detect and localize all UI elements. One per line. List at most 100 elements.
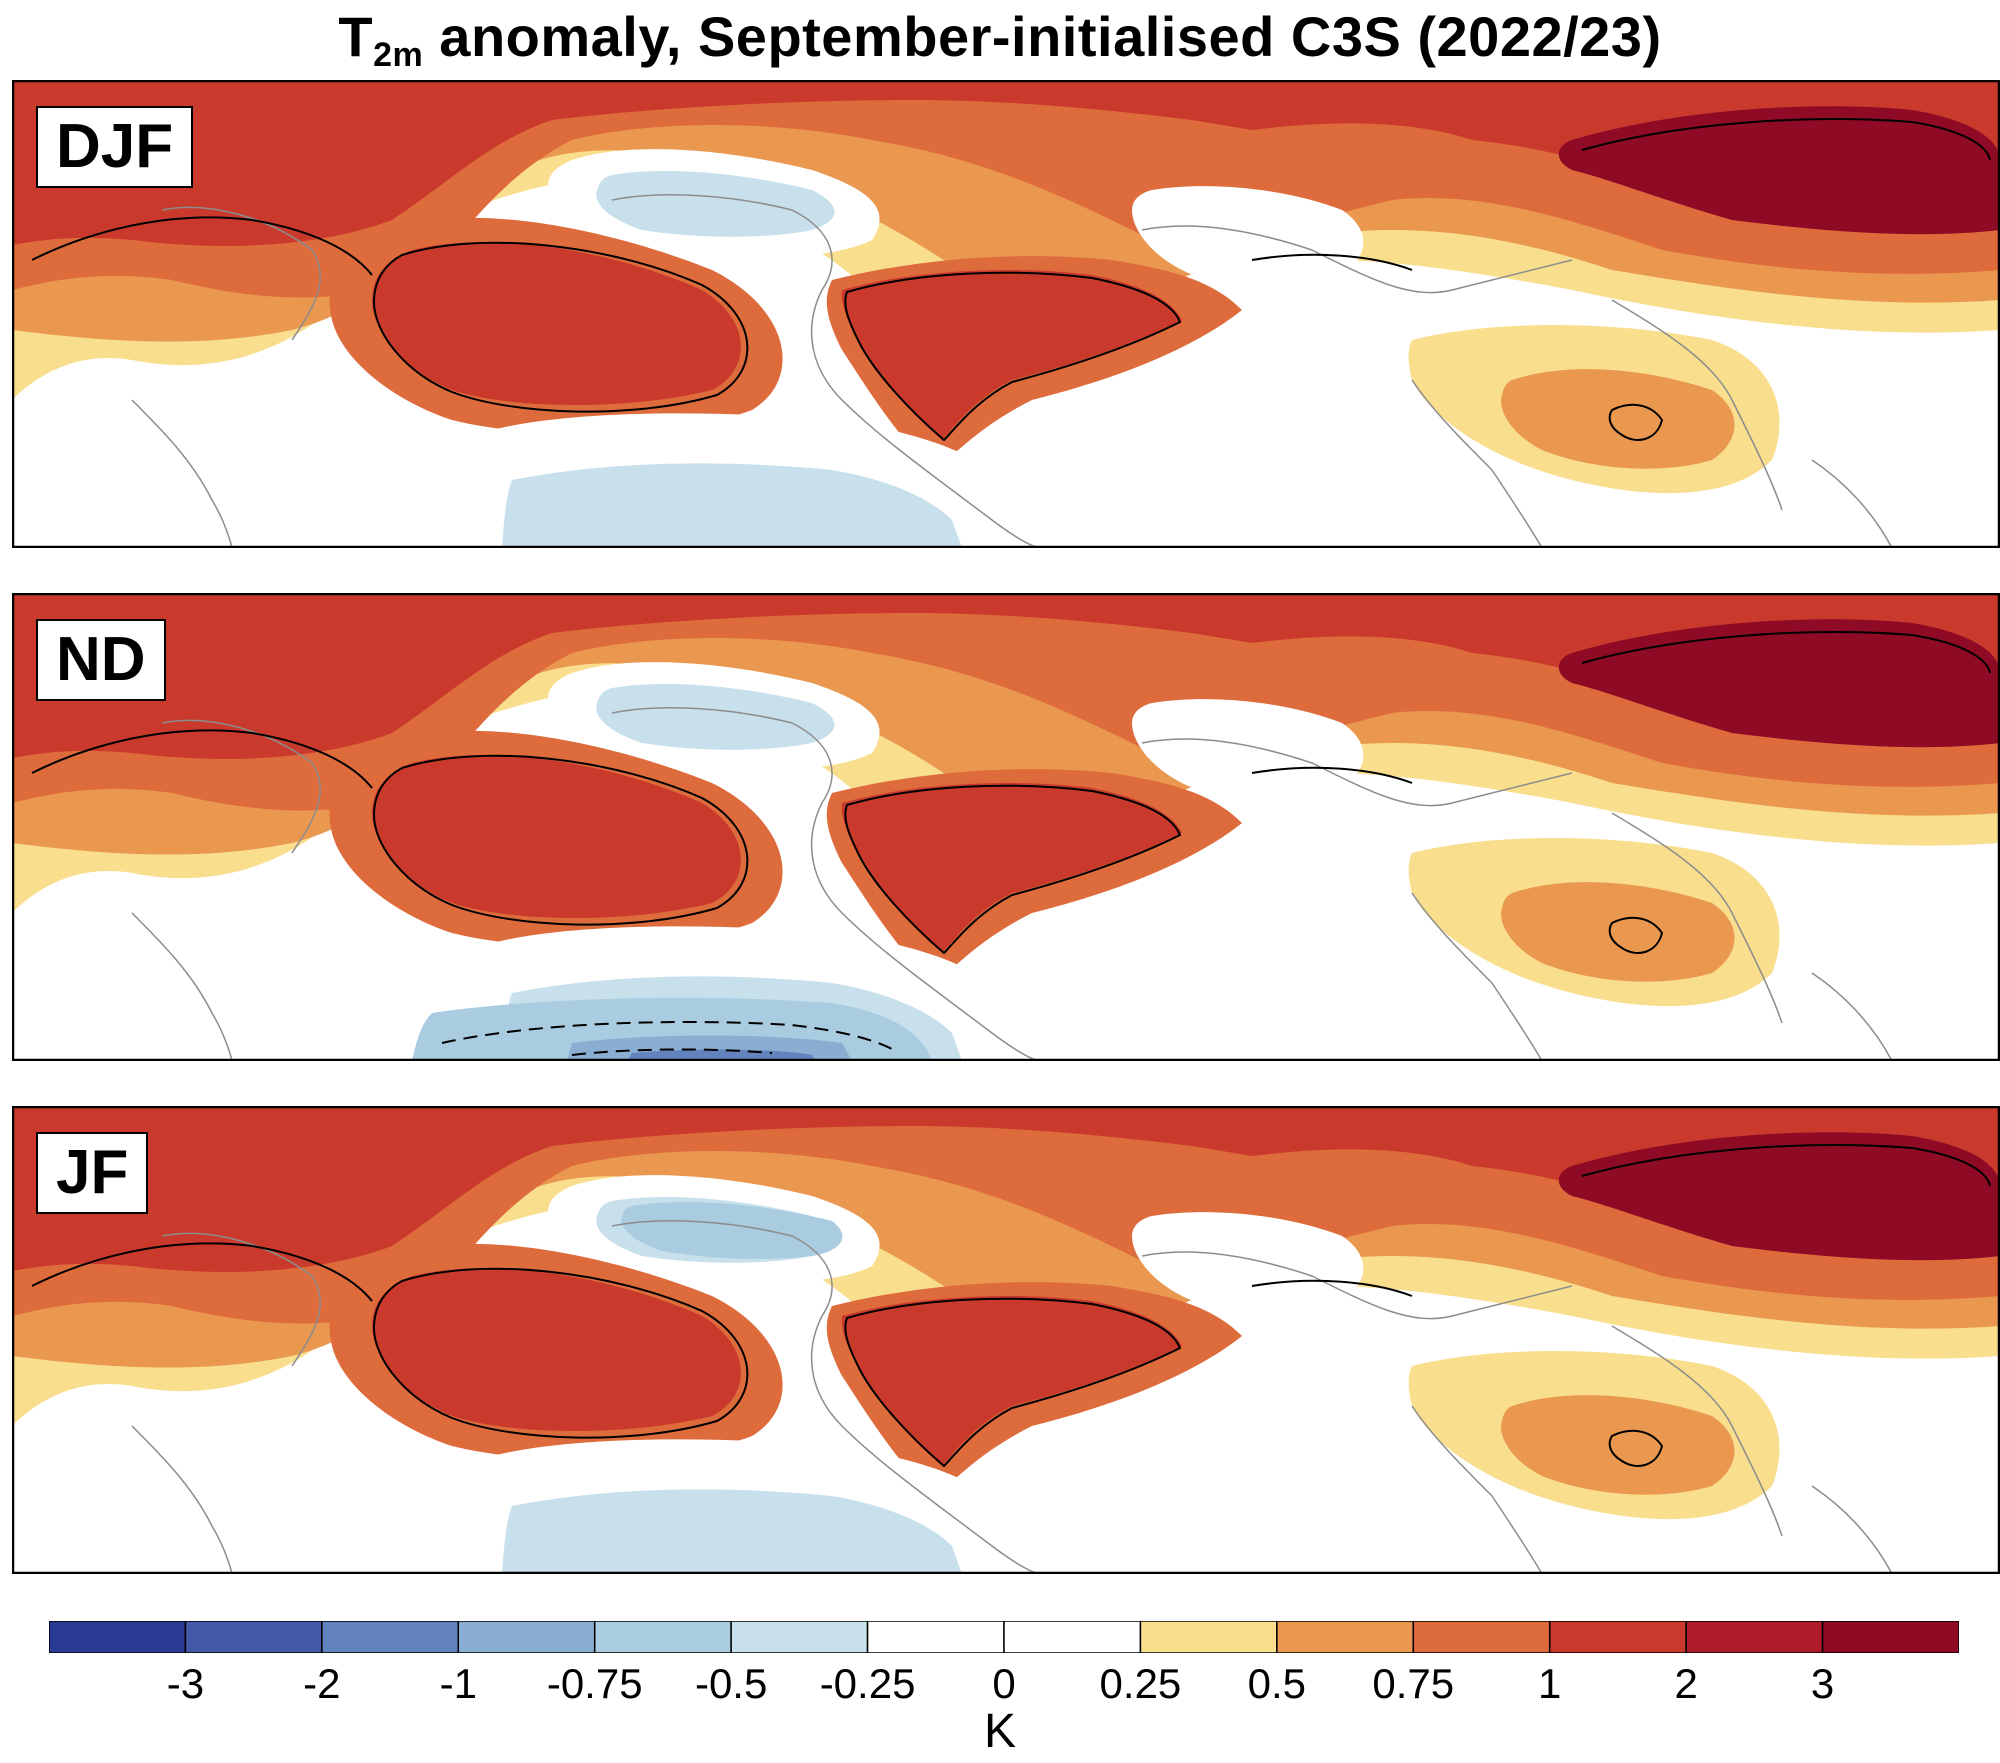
- colorbar-tick-label: -0.75: [546, 1660, 643, 1707]
- pacific-hot-region: [372, 242, 741, 405]
- map-layer: [12, 593, 2000, 1061]
- colorbar-tick-label: 0: [992, 1660, 1016, 1707]
- contour-line: [844, 1297, 1182, 1468]
- anomaly-map-djf: [12, 80, 2000, 548]
- coastline: [161, 719, 321, 854]
- cool-region: [502, 463, 962, 548]
- contour-line: [31, 729, 373, 789]
- coastline: [131, 912, 233, 1061]
- cold-region: [621, 1201, 843, 1259]
- colorbar-swatch: [730, 1621, 869, 1653]
- anomaly-map-jf: [12, 1106, 2000, 1574]
- cool-region: [502, 1489, 962, 1574]
- colorbar-tick-label: 0.5: [1247, 1660, 1307, 1707]
- north-america-hot-region: [841, 1296, 1182, 1466]
- neutral-region: [1132, 186, 1364, 289]
- coastline: [161, 1232, 321, 1367]
- contour-line: [1251, 253, 1413, 271]
- anomaly-map-nd: [12, 593, 2000, 1061]
- colorbar-tick-label: 1: [1538, 1660, 1562, 1707]
- colorbar-swatch: [1412, 1621, 1551, 1653]
- cool-region: [596, 170, 835, 237]
- contour-line: [1608, 916, 1664, 954]
- coastline: [1141, 1251, 1573, 1320]
- pacific-hot-region: [372, 755, 741, 918]
- map-frame: [12, 80, 2000, 548]
- very-hot-region: [1558, 106, 2000, 235]
- coastline: [1411, 892, 1543, 1061]
- mild-warm-region: [1501, 882, 1735, 982]
- map-panel-djf: DJF: [12, 80, 2000, 548]
- map-frame: [12, 1106, 2000, 1574]
- contour-line: [1608, 1429, 1664, 1467]
- colorbar-unit: K: [983, 1705, 1017, 1758]
- contour-line: [1581, 118, 1991, 161]
- contour-line: [1608, 403, 1664, 441]
- coastline: [611, 707, 1043, 1061]
- colorbar-swatch: [321, 1621, 460, 1653]
- colorbar-swatch: [1548, 1621, 1687, 1653]
- colorbar-swatch: [1139, 1621, 1278, 1653]
- contour-line: [372, 1267, 749, 1439]
- pacific-hot-region: [372, 1268, 741, 1431]
- contour-line: [844, 271, 1182, 442]
- neutral-region: [1132, 699, 1364, 802]
- colorbar-tick-label: -0.25: [819, 1660, 916, 1707]
- mild-warm-region: [1501, 369, 1735, 469]
- neutral-region: [1132, 1212, 1364, 1315]
- coastline: [131, 1425, 233, 1574]
- north-america-hot-region: [841, 783, 1182, 953]
- contour-line: [1251, 1279, 1413, 1297]
- very-hot-region: [1558, 619, 2000, 748]
- panel-label-nd: ND: [36, 619, 166, 701]
- coastline: [1611, 1325, 1783, 1537]
- coastline: [1411, 379, 1543, 548]
- colorbar-tick-label: 0.25: [1099, 1660, 1182, 1707]
- colorbar-swatch: [1003, 1621, 1142, 1653]
- colorbar-swatch: [1821, 1621, 1959, 1653]
- colorbar-swatch: [1276, 1621, 1415, 1653]
- contour-line: [1251, 766, 1413, 784]
- colorbar-swatch: [457, 1621, 596, 1653]
- colorbar-tick-label: 2: [1674, 1660, 1698, 1707]
- coastline: [1611, 812, 1783, 1024]
- contour-line: [372, 241, 749, 413]
- map-layer: [12, 80, 2000, 548]
- coastline: [1611, 299, 1783, 511]
- hot-region: [12, 80, 2000, 246]
- map-panel-nd: ND: [12, 593, 2000, 1061]
- mild-warm-region: [1501, 1395, 1735, 1495]
- coastline: [161, 206, 321, 341]
- map-frame: [12, 593, 2000, 1061]
- coastline: [1141, 225, 1573, 294]
- contour-line-negative: [571, 1048, 773, 1056]
- colorbar-swatch: [49, 1621, 187, 1653]
- coastline: [131, 399, 233, 548]
- coastline: [1811, 972, 1893, 1061]
- colorbar-tick-label: -1: [439, 1660, 477, 1707]
- contour-line-negative: [441, 1021, 893, 1050]
- coastline: [1811, 1485, 1893, 1574]
- contour-line: [31, 216, 373, 276]
- very-hot-region: [1558, 1132, 2000, 1261]
- contour-line: [1581, 631, 1991, 674]
- colorbar-tick-label: 3: [1810, 1660, 1835, 1707]
- coastline: [1141, 738, 1573, 807]
- panel-label-djf: DJF: [36, 106, 194, 188]
- colorbar-swatch: [1685, 1621, 1824, 1653]
- coastline: [1411, 1405, 1543, 1574]
- coldest-region: [627, 1049, 816, 1061]
- hot-region: [12, 593, 2000, 759]
- figure-title: T2m anomaly, September-initialised C3S (…: [338, 5, 1662, 74]
- colorbar-tick-label: 0.75: [1372, 1660, 1455, 1707]
- panel-label-jf: JF: [36, 1132, 149, 1214]
- colorbar-tick-label: -3: [166, 1660, 205, 1707]
- colorbar-swatch: [593, 1621, 732, 1653]
- contour-line: [1581, 1144, 1991, 1187]
- map-layer: [12, 1106, 2000, 1574]
- coastline: [611, 1220, 1043, 1574]
- cool-region: [596, 683, 835, 750]
- colorbar-tick-label: -0.5: [694, 1660, 768, 1707]
- contour-line: [372, 754, 749, 926]
- north-america-hot-region: [841, 270, 1182, 440]
